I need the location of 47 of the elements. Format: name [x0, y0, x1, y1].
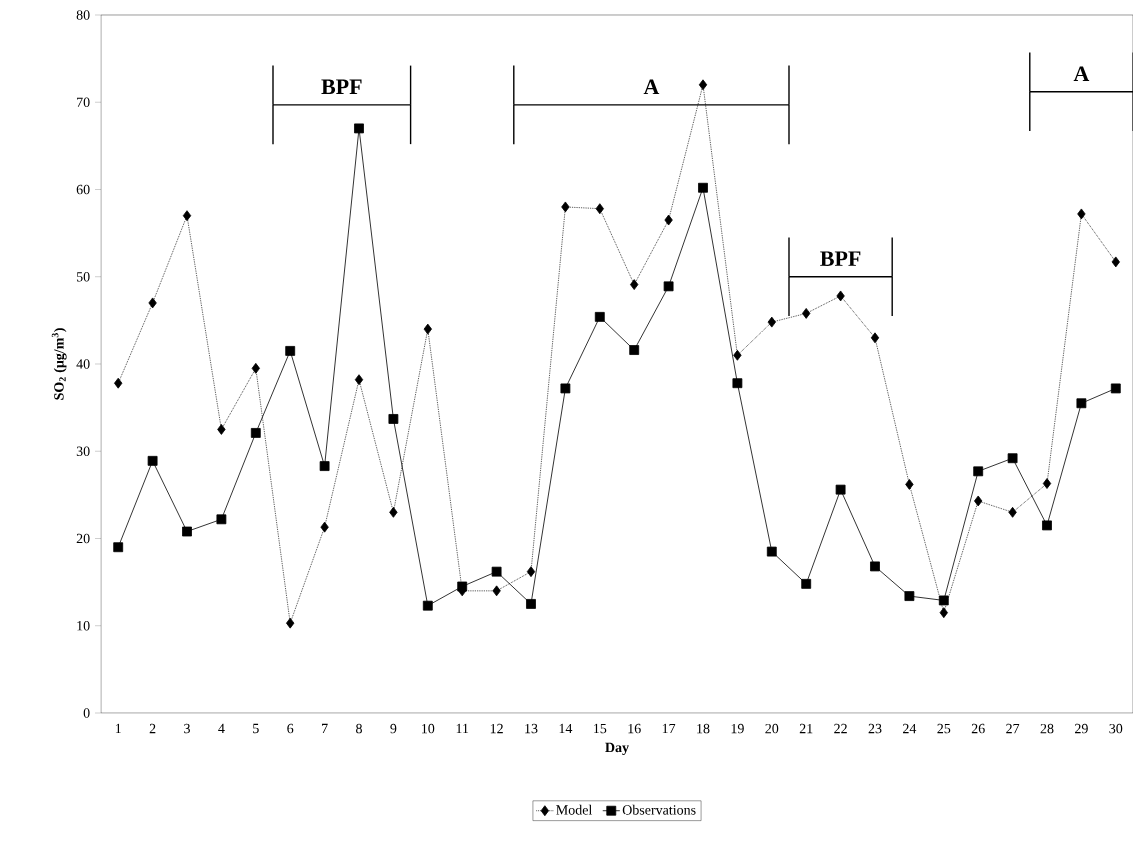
- x-tick-label: 15: [594, 723, 607, 734]
- x-tick-label: 3: [184, 723, 190, 734]
- x-tick-label: 18: [697, 723, 710, 734]
- x-tick-label: 23: [868, 723, 882, 734]
- y-tick-label: 50: [76, 272, 90, 282]
- x-tick-label: 24: [903, 723, 917, 734]
- x-tick-label: 20: [765, 723, 779, 734]
- x-tick-label: 28: [1040, 723, 1054, 734]
- y-tick-label: 30: [76, 446, 90, 456]
- y-tick-label: 40: [76, 359, 90, 369]
- annotation: BPF: [321, 79, 362, 94]
- x-tick-label: 7: [322, 723, 328, 734]
- x-tick-label: 19: [731, 723, 744, 734]
- x-tick-label: 11: [456, 723, 469, 734]
- x-tick-label: 17: [662, 723, 676, 734]
- x-tick-label: 5: [253, 723, 259, 734]
- x-tick-label: 1: [115, 723, 121, 734]
- x-tick-label: 25: [937, 723, 951, 734]
- x-tick-label: 27: [1006, 723, 1020, 734]
- annotation: BPF: [820, 251, 861, 266]
- y-tick-label: 70: [77, 97, 90, 107]
- x-tick-label: 21: [799, 723, 813, 734]
- x-tick-label: 13: [525, 723, 538, 734]
- annotation: A: [643, 79, 660, 94]
- x-tick-label: 26: [971, 723, 985, 734]
- y-tick-label: 0: [83, 708, 90, 718]
- x-tick-label: 4: [218, 723, 225, 734]
- y-tick-label: 60: [76, 184, 90, 195]
- x-tick-label: 6: [287, 723, 294, 734]
- x-tick-label: 2: [149, 723, 156, 734]
- x-tick-label: 12: [490, 723, 503, 734]
- x-tick-label: 22: [834, 723, 847, 734]
- x-axis-title: Day: [605, 742, 629, 756]
- y-tick-label: 10: [77, 621, 90, 631]
- y-axis-title: SO$_{2}$ (μg/m$^{3}$): [51, 328, 67, 400]
- x-tick-label: 10: [422, 723, 435, 734]
- legend-label: Observations: [622, 804, 696, 815]
- annotation: A: [1073, 66, 1090, 81]
- x-tick-label: 14: [559, 723, 573, 734]
- legend-label: Model: [556, 804, 593, 815]
- y-tick-label: 80: [76, 10, 90, 20]
- x-tick-label: 29: [1075, 723, 1088, 734]
- y-tick-label: 20: [76, 533, 90, 544]
- x-tick-label: 16: [628, 723, 641, 734]
- x-tick-label: 8: [356, 723, 362, 734]
- x-tick-label: 9: [390, 723, 397, 734]
- x-tick-label: 30: [1109, 723, 1123, 734]
